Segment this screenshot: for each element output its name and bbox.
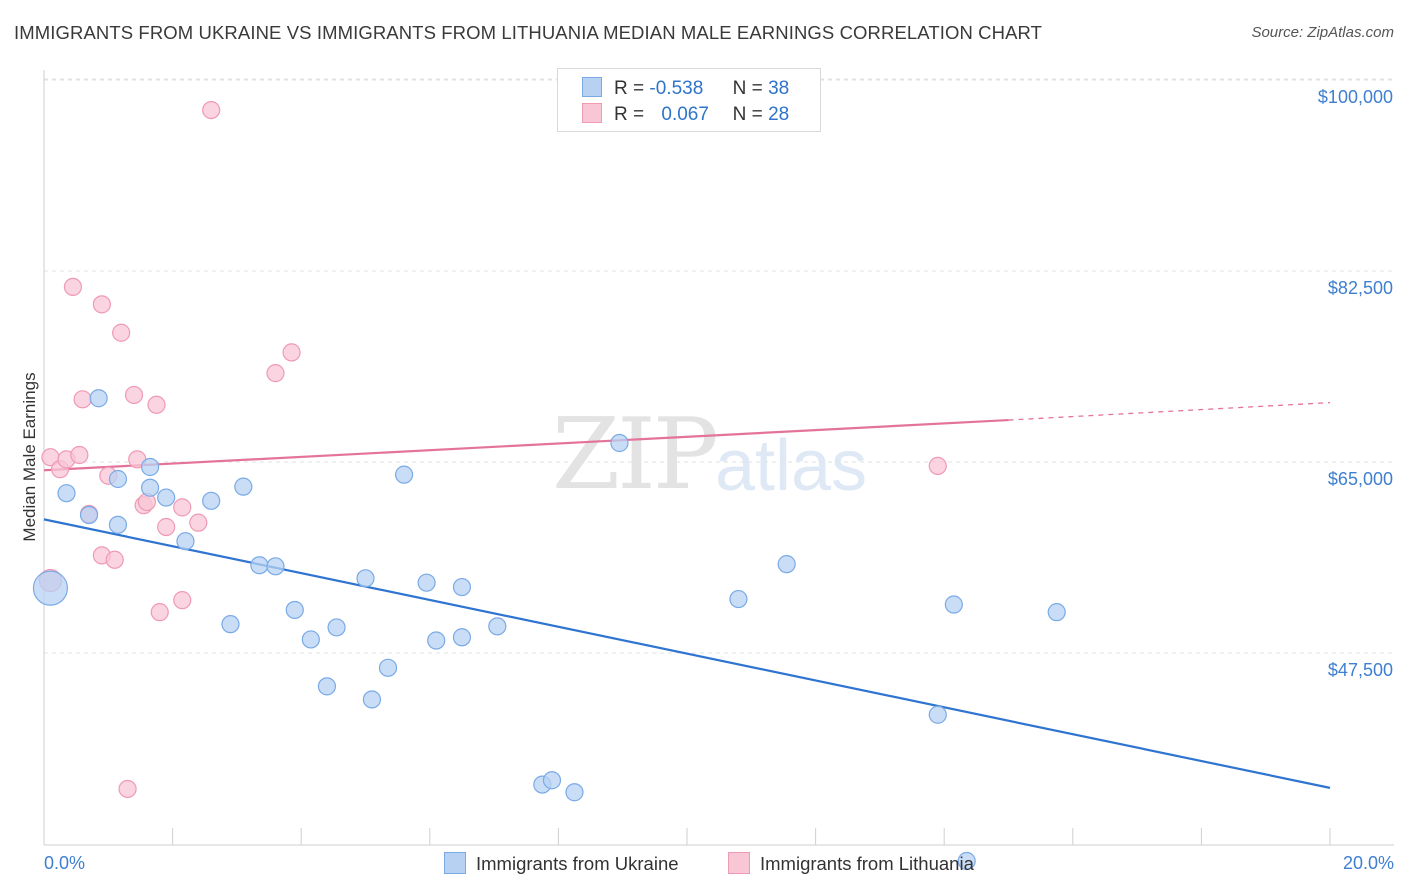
lithuania-point xyxy=(112,323,131,342)
legend-n-label: N = xyxy=(732,78,763,99)
ukraine-point xyxy=(157,488,176,507)
ukraine-point xyxy=(427,631,446,650)
y-tick-label: $65,000 xyxy=(1328,469,1393,489)
ukraine-point xyxy=(140,457,160,477)
ukraine-legend-label: Immigrants from Ukraine xyxy=(476,853,679,874)
ukraine-point xyxy=(32,570,69,606)
ukraine-point xyxy=(417,573,436,592)
ukraine-point xyxy=(327,618,346,637)
x-ticks xyxy=(43,828,1331,845)
ukraine-point xyxy=(488,617,507,636)
ukraine-point xyxy=(266,557,285,576)
ukraine-point xyxy=(202,491,221,510)
ukraine-point xyxy=(362,690,382,709)
ukraine-point xyxy=(301,630,320,649)
ukraine-point xyxy=(221,615,240,634)
legend-n-value-ukraine: 38 xyxy=(768,78,790,99)
lithuania-trend-line xyxy=(43,418,1009,472)
ukraine-point xyxy=(944,595,963,614)
lithuania-trend-extension xyxy=(1008,401,1331,421)
ukraine-point xyxy=(89,389,108,408)
ukraine-point xyxy=(140,478,160,497)
ukraine-point xyxy=(378,658,398,677)
watermark-atlas: atlas xyxy=(715,426,868,506)
ukraine-point xyxy=(79,505,99,525)
lithuania-point xyxy=(124,385,144,405)
lithuania-point xyxy=(173,591,192,610)
ukraine-swatch xyxy=(582,77,602,97)
ukraine-point xyxy=(452,577,472,597)
legend-r-label: R = xyxy=(614,78,645,99)
lithuania-point xyxy=(189,513,208,532)
lithuania-point xyxy=(73,390,92,409)
ukraine-point xyxy=(57,484,76,503)
watermark-zip: ZIP xyxy=(552,398,719,512)
ukraine-point xyxy=(234,477,253,496)
y-tick-labels: $47,500 $65,000 $82,500 $100,000 xyxy=(1318,87,1393,680)
ukraine-point xyxy=(108,469,128,489)
chart-title: IMMIGRANTS FROM UKRAINE VS IMMIGRANTS FR… xyxy=(14,22,1043,43)
lithuania-point xyxy=(150,603,169,622)
lithuania-point xyxy=(105,550,124,569)
lithuania-point xyxy=(63,277,83,297)
lithuania-legend-label: Immigrants from Lithuania xyxy=(760,853,974,874)
lithuania-swatch xyxy=(582,103,602,123)
trend-lines xyxy=(43,401,1331,789)
ukraine-point xyxy=(108,515,128,534)
ukraine-trend-line xyxy=(43,518,1331,789)
ukraine-point xyxy=(1047,603,1066,622)
ukraine-point xyxy=(542,771,562,790)
lithuania-point xyxy=(173,498,192,517)
y-tick-label: $82,500 xyxy=(1328,278,1393,298)
y-axis-title: Median Male Earnings xyxy=(20,372,39,541)
lithuania-point xyxy=(202,100,221,120)
legend-r-value-ukraine: -0.538 xyxy=(649,78,704,99)
lithuania-point xyxy=(282,343,301,362)
gridlines xyxy=(44,78,1394,654)
correlation-legend: R = -0.538 N = 38 R = 0.067 N = 28 xyxy=(557,68,821,132)
source-credit: Source: ZipAtlas.com xyxy=(1251,24,1394,41)
ukraine-point xyxy=(729,589,748,609)
lithuania-legend-swatch xyxy=(728,852,750,874)
ukraine-point xyxy=(356,569,375,588)
ukraine-points xyxy=(32,389,1066,871)
ukraine-point xyxy=(394,465,414,484)
ukraine-point xyxy=(565,783,584,802)
ukraine-point xyxy=(176,532,195,551)
y-tick-label: $100,000 xyxy=(1318,87,1393,107)
legend-n-label: N = xyxy=(732,104,763,125)
lithuania-point xyxy=(266,364,285,383)
axes xyxy=(43,70,1394,846)
lithuania-point xyxy=(92,295,111,314)
lithuania-point xyxy=(70,445,89,465)
y-tick-label: $47,500 xyxy=(1328,660,1393,680)
bottom-legend-ukraine: Immigrants from Ukraine xyxy=(444,852,679,875)
x-tick-label-min: 0.0% xyxy=(44,853,85,873)
ukraine-point xyxy=(317,677,337,696)
legend-n-value-lithuania: 28 xyxy=(768,104,790,125)
ukraine-point xyxy=(250,556,269,575)
ukraine-legend-swatch xyxy=(444,852,466,874)
ukraine-point xyxy=(957,851,976,871)
legend-r-label: R = xyxy=(614,104,645,125)
lithuania-point xyxy=(928,456,947,476)
ukraine-point xyxy=(452,628,472,647)
lithuania-point xyxy=(118,779,137,799)
lithuania-point xyxy=(157,517,176,537)
legend-r-value-lithuania: 0.067 xyxy=(661,104,709,125)
ukraine-point xyxy=(610,433,629,453)
ukraine-point xyxy=(777,555,796,574)
x-tick-label-max: 20.0% xyxy=(1343,853,1394,873)
bottom-legend-lithuania: Immigrants from Lithuania xyxy=(728,852,974,875)
lithuania-points xyxy=(38,100,947,799)
lithuania-point xyxy=(147,395,166,414)
ukraine-point xyxy=(928,705,947,724)
legend-row-ukraine: R = -0.538 N = 38 xyxy=(582,77,789,100)
legend-row-lithuania: R = 0.067 N = 28 xyxy=(582,103,789,126)
ukraine-point xyxy=(285,600,304,620)
